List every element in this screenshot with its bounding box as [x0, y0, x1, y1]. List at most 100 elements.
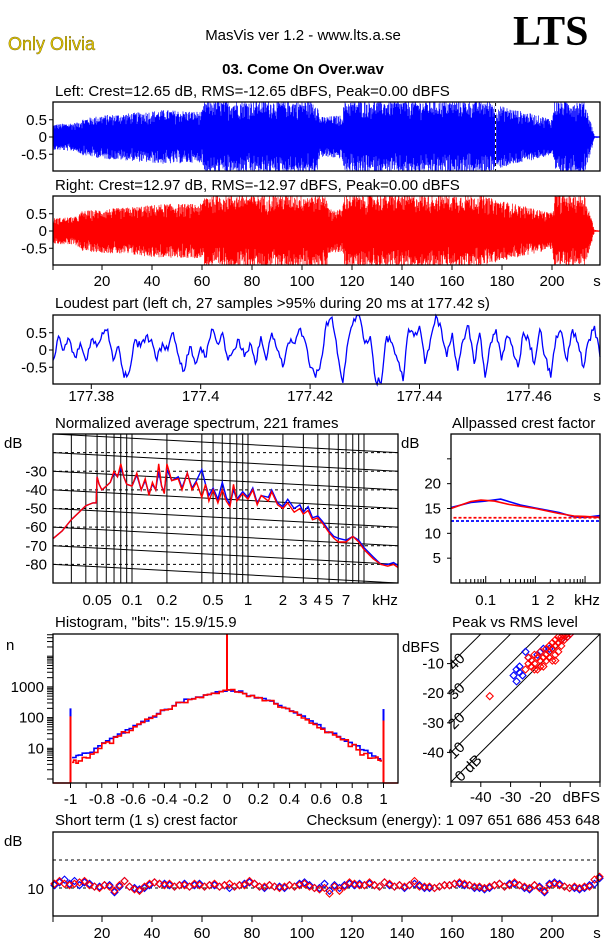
y-tick-label: -40	[422, 744, 444, 761]
crest-point-right	[530, 880, 539, 890]
y-tick-label: -40	[25, 482, 47, 499]
crest-point-right	[365, 878, 374, 887]
x-tick-label: 177.4	[182, 388, 220, 405]
peak-rms-point-right	[533, 665, 542, 674]
slope-reference-line	[53, 470, 398, 491]
x-tick-label: 3	[299, 592, 307, 609]
crest-point-right	[120, 876, 129, 886]
peak-vs-rms-frame	[450, 633, 601, 783]
y-tick-label: -70	[25, 538, 47, 555]
x-unit-label: kHz	[372, 592, 398, 609]
crest-point-right	[495, 879, 504, 889]
x-tick-label: -20	[530, 789, 552, 806]
x-tick-label: 160	[439, 273, 464, 290]
spectrum-title: Normalized average spectrum, 221 frames	[55, 415, 338, 432]
checksum-text: Checksum (energy): 1 097 651 686 453 648	[306, 812, 600, 829]
crest-point-right	[505, 880, 514, 890]
y-tick-label: 100	[19, 710, 44, 727]
peak-vs-rms-xlabel: dBFS	[562, 789, 600, 806]
crest-point-left	[510, 879, 519, 889]
peak-rms-point-right	[548, 644, 557, 654]
crest-point-right	[140, 882, 149, 891]
x-tick-label: 0.1	[475, 592, 496, 609]
crest-point-right	[370, 880, 379, 890]
crest-point-right	[310, 883, 319, 893]
app-title: MasVis ver 1.2 - www.lts.a.se	[205, 27, 401, 44]
crest-reference-line	[451, 634, 600, 782]
short-term-crest-frame	[52, 831, 599, 917]
crest-point-right	[340, 882, 349, 891]
crest-point-right	[465, 880, 474, 890]
crest-point-right	[360, 880, 369, 890]
crest-point-left	[50, 880, 59, 890]
crest-point-right	[375, 882, 384, 891]
crest-point-left	[330, 880, 339, 890]
crest-point-right	[225, 879, 234, 889]
y-tick-label: 20	[424, 476, 441, 493]
x-tick-label: 60	[194, 925, 211, 942]
y-tick-label: -30	[25, 463, 47, 480]
right-channel-waveform	[53, 196, 600, 266]
x-tick-label: 1	[379, 791, 387, 808]
x-tick-label: -40	[470, 789, 492, 806]
crest-point-right	[110, 886, 119, 896]
x-tick-label: 180	[489, 273, 514, 290]
x-tick-label: 177.42	[287, 388, 333, 405]
crest-point-right	[165, 879, 174, 889]
x-tick-label: -0.2	[183, 791, 209, 808]
crest-point-left	[365, 879, 374, 889]
x-tick-label: 0	[223, 791, 231, 808]
x-tick-label: 120	[339, 925, 364, 942]
x-tick-label: 0.2	[248, 791, 269, 808]
y-tick-label: 1000	[11, 679, 44, 696]
crest-point-left	[120, 876, 129, 886]
peak-rms-point-right	[551, 650, 560, 659]
x-unit-label: s	[593, 925, 601, 942]
crest-point-right	[305, 882, 314, 891]
crest-point-right	[270, 882, 279, 891]
peak-rms-point-right	[565, 634, 575, 639]
crest-point-right	[325, 889, 334, 898]
y-tick-label: 0	[39, 129, 47, 146]
allpassed-crest-title: Allpassed crest factor	[452, 415, 595, 432]
crest-point-left	[145, 880, 154, 890]
crest-point-right	[405, 880, 414, 890]
peak-rms-point-right	[536, 656, 545, 665]
crest-point-right	[555, 880, 564, 890]
y-tick-label: -30	[422, 715, 444, 732]
y-tick-label: -0.5	[21, 240, 47, 257]
spectrum-frame	[52, 433, 399, 584]
spectrum-left-line	[53, 465, 398, 567]
x-tick-label: 0.6	[310, 791, 331, 808]
crest-point-right	[395, 880, 404, 890]
x-tick-label: 0.4	[279, 791, 300, 808]
peak-rms-point-right	[551, 656, 560, 665]
slope-reference-line	[53, 545, 398, 565]
crest-point-right	[595, 872, 604, 882]
peak-rms-point-right	[556, 641, 566, 651]
x-tick-label: -0.6	[120, 791, 146, 808]
peak-rms-point-right	[536, 647, 545, 657]
crest-point-right	[135, 886, 144, 896]
loudest-part-waveform	[52, 313, 601, 387]
right-channel-title: Right: Crest=12.97 dB, RMS=-12.97 dBFS, …	[55, 177, 460, 194]
y-tick-label: 0.5	[26, 112, 47, 129]
y-tick-label: 10	[27, 740, 44, 757]
x-tick-label: 140	[389, 273, 414, 290]
slope-reference-line	[53, 452, 398, 472]
crest-point-left	[180, 879, 189, 889]
slope-reference-line	[53, 508, 398, 528]
x-tick-label: 177.38	[68, 388, 114, 405]
crest-point-right	[520, 882, 529, 891]
y-tick-label: -0.5	[21, 146, 47, 163]
peak-rms-point-right	[530, 665, 539, 674]
file-title: 03. Come On Over.wav	[222, 61, 384, 78]
x-unit-label: s	[593, 388, 601, 405]
x-tick-label: 80	[244, 925, 261, 942]
x-tick-label: 100	[289, 273, 314, 290]
x-tick-label: 4	[314, 592, 322, 609]
crest-point-left	[595, 873, 604, 883]
y-tick-label: -60	[25, 519, 47, 536]
crest-point-right	[535, 883, 544, 893]
crest-point-right	[180, 880, 189, 890]
